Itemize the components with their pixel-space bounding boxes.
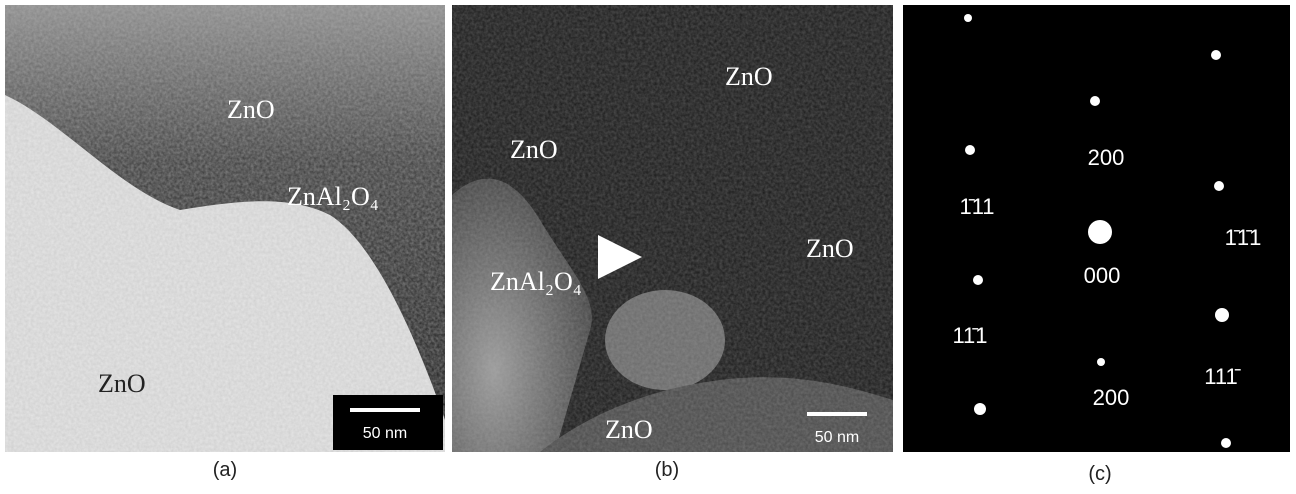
spot [1088, 220, 1112, 244]
panel-label: (c) [1088, 463, 1111, 485]
spot [1211, 50, 1221, 60]
panel-b: ZnO ZnO ZnAl₂O₄ ZnO ZnO 50 nm (b) [452, 5, 893, 481]
spot [1215, 308, 1229, 322]
panel-a: ZnO ZnAl₂O₄ ZnO 50 nm (a) [5, 5, 445, 481]
spot [973, 275, 983, 285]
spot [965, 145, 975, 155]
annotation: ZnO [725, 62, 773, 91]
index-label: 11̄1 [952, 323, 987, 348]
texture [452, 5, 893, 452]
panel-c: 200 1̄11 1̄1̄1 000 11̄1 200 111̄ (c) [903, 5, 1290, 485]
annotation: ZnO [806, 234, 854, 263]
spot [1097, 358, 1105, 366]
page: ZnO ZnAl₂O₄ ZnO 50 nm (a) ZnO ZnO ZnAl₂O… [0, 0, 1296, 494]
index-label: 1̄11 [959, 194, 994, 219]
index-label: 000 [1084, 263, 1121, 288]
annotation: ZnAl₂O₄ [287, 182, 379, 211]
index-label: 1̄1̄1 [1225, 225, 1262, 250]
annotation: ZnO [510, 135, 558, 164]
annotation: ZnO [227, 95, 275, 124]
index-label: 200 [1088, 145, 1125, 170]
annotation: ZnAl₂O₄ [490, 267, 582, 296]
spot [974, 403, 986, 415]
spot [1221, 438, 1231, 448]
index-label: 200 [1093, 385, 1130, 410]
figure: ZnO ZnAl₂O₄ ZnO 50 nm (a) ZnO ZnO ZnAl₂O… [0, 0, 1296, 494]
spot [1214, 181, 1224, 191]
panel-label: (a) [213, 459, 237, 481]
annotation: ZnO [98, 369, 146, 398]
texture [5, 5, 445, 452]
scale-label: 50 nm [363, 425, 407, 442]
annotation: ZnO [605, 415, 653, 444]
spot [964, 14, 972, 22]
scale-label: 50 nm [815, 429, 859, 446]
spot [1090, 96, 1100, 106]
panel-label: (b) [655, 459, 679, 481]
index-label: 111̄ [1204, 364, 1240, 389]
